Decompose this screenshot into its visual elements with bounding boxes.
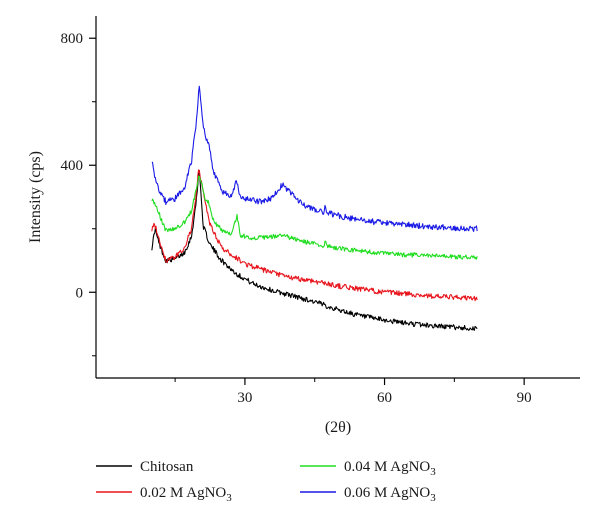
- legend-label-text: 0.06 M AgNO: [344, 485, 430, 501]
- series-group: [151, 85, 478, 331]
- series-line-2: [151, 175, 478, 260]
- legend-label-subscript: 3: [430, 466, 436, 478]
- x-tick-label: 60: [377, 390, 392, 406]
- x-axis-title: (2θ): [325, 419, 351, 436]
- legend-label: 0.04 M AgNO3: [344, 459, 436, 478]
- legend-label-text: 0.02 M AgNO: [140, 485, 226, 501]
- legend-label: Chitosan: [140, 459, 194, 475]
- legend-label-text: 0.04 M AgNO: [344, 459, 430, 475]
- x-tick-label: 90: [517, 390, 532, 406]
- legend-label-subscript: 3: [226, 492, 232, 504]
- y-tick-label: 400: [61, 158, 84, 174]
- legend-label: 0.06 M AgNO3: [344, 485, 436, 504]
- legend-label-text: Chitosan: [140, 459, 194, 475]
- y-axis-title: Intensity (cps): [27, 151, 44, 243]
- legend-label: 0.02 M AgNO3: [140, 485, 232, 504]
- x-tick-label: 30: [237, 390, 252, 406]
- axis-ticks: 30 60 90 0 400 800: [61, 31, 532, 406]
- legend-label-subscript: 3: [430, 492, 436, 504]
- plot-axes: [95, 16, 580, 379]
- series-line-3: [151, 85, 478, 232]
- series-line-0: [151, 169, 478, 331]
- y-tick-label: 800: [61, 31, 84, 47]
- series-line-1: [151, 169, 478, 302]
- y-tick-label: 0: [76, 285, 84, 301]
